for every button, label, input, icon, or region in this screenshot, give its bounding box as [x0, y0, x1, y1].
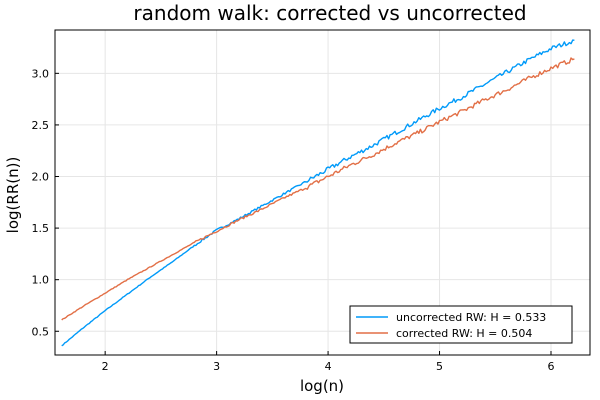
- y-tick-label: 3.0: [32, 67, 50, 80]
- x-tick-label: 2: [102, 360, 109, 373]
- x-tick-label: 3: [213, 360, 220, 373]
- legend-label-uncorrected: uncorrected RW: H = 0.533: [396, 311, 546, 324]
- y-tick-label: 0.5: [32, 325, 50, 338]
- x-tick-label: 5: [436, 360, 443, 373]
- y-axis-ticks: 0.5 1.0 1.5 2.0 2.5 3.0: [32, 67, 59, 338]
- series-line-uncorrected: [61, 39, 575, 347]
- legend: uncorrected RW: H = 0.533 corrected RW: …: [349, 305, 573, 344]
- plot-area-frame: [54, 29, 591, 356]
- y-tick-label: 2.5: [32, 119, 50, 132]
- legend-label-corrected: corrected RW: H = 0.504: [396, 327, 532, 340]
- x-axis-ticks: 2 3 4 5 6: [102, 351, 554, 373]
- y-tick-label: 1.0: [32, 274, 50, 287]
- series-layer: [61, 39, 575, 347]
- x-tick-label: 4: [325, 360, 332, 373]
- y-tick-label: 1.5: [32, 222, 50, 235]
- legend-box: [349, 305, 573, 344]
- y-tick-label: 2.0: [32, 171, 50, 184]
- chart-title: random walk: corrected vs uncorrected: [133, 1, 526, 25]
- series-line-corrected: [61, 57, 575, 321]
- y-axis-label: log(RR(n)): [4, 157, 22, 234]
- grid: [55, 30, 590, 355]
- x-axis-label: log(n): [300, 377, 344, 395]
- x-tick-label: 6: [547, 360, 554, 373]
